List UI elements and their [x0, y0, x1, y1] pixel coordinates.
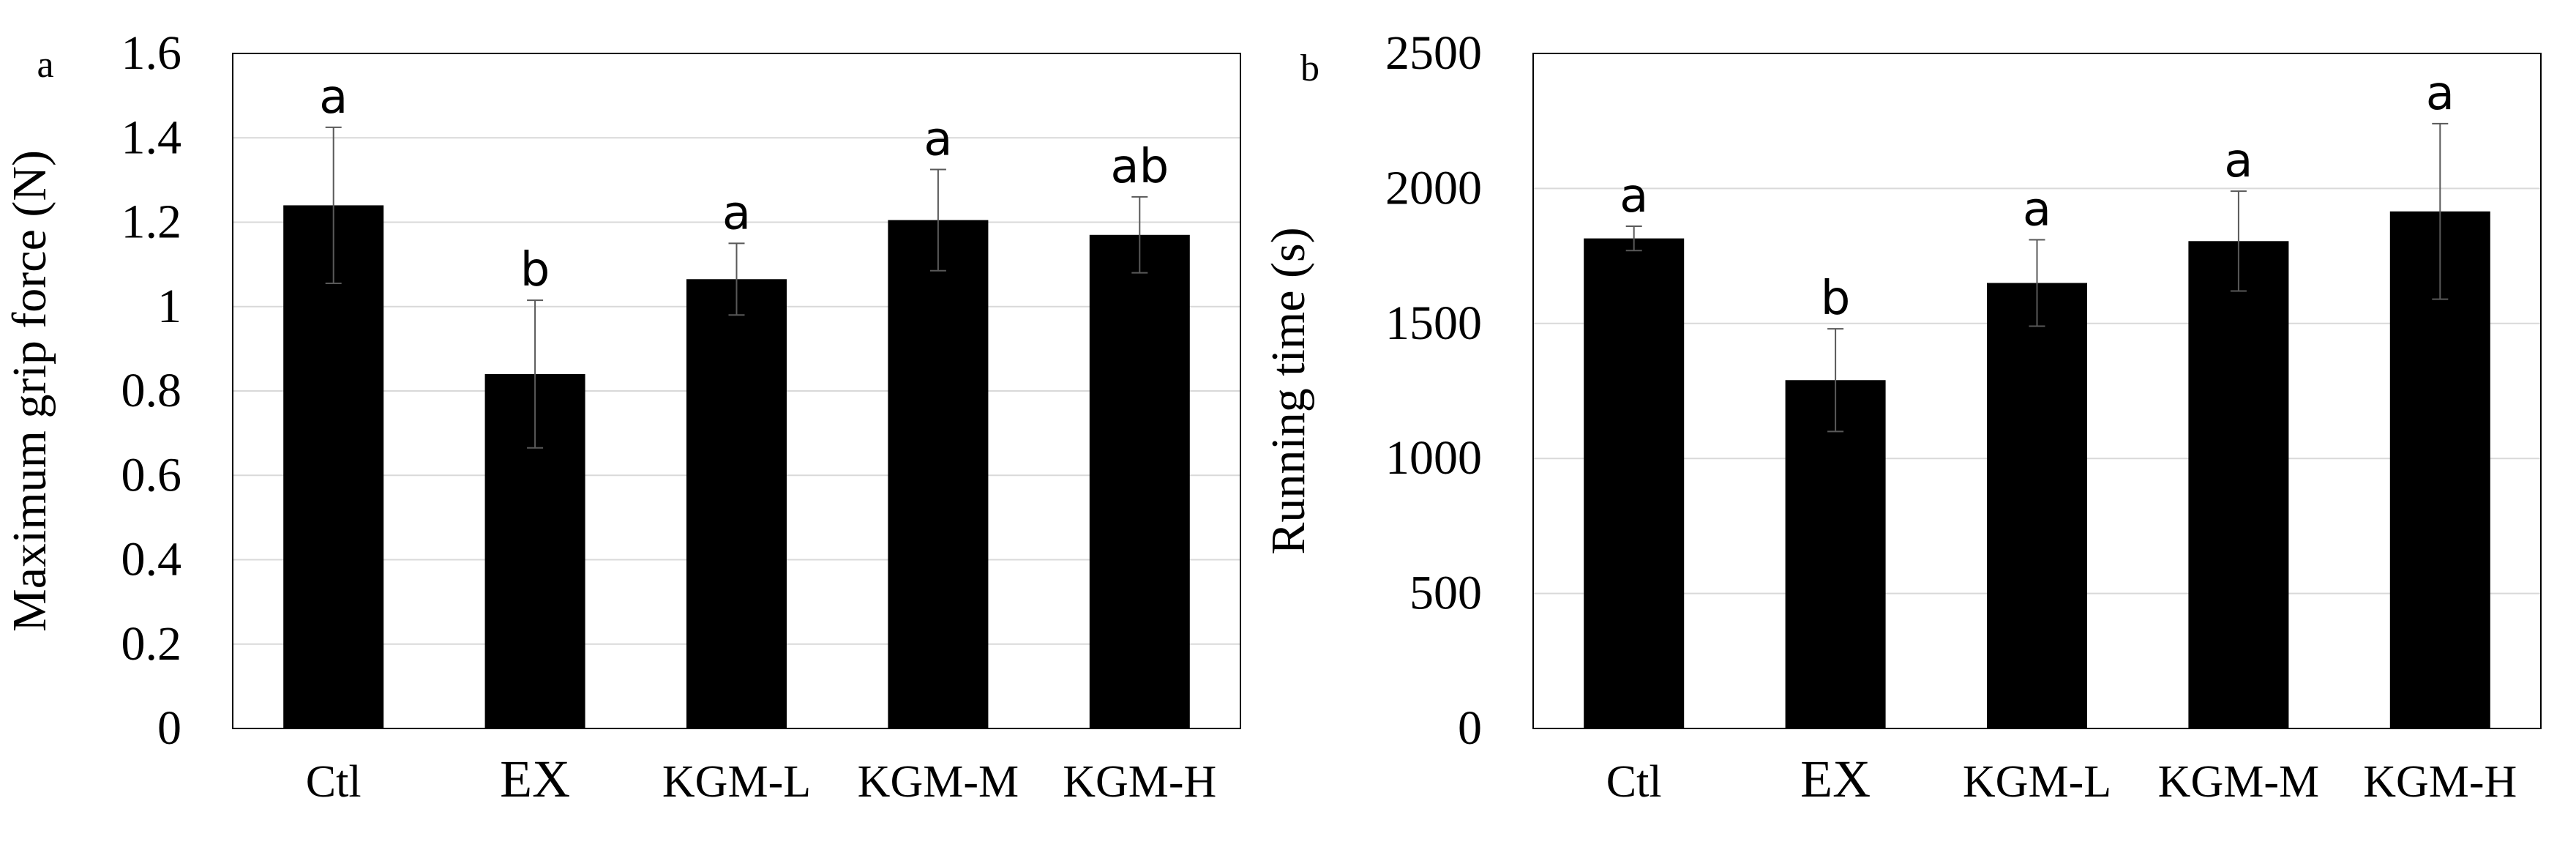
x-category-label: KGM-L	[662, 757, 811, 807]
significance-label: a	[2023, 182, 2051, 236]
panel-label: b	[1300, 48, 1319, 89]
y-tick-label: 0	[1458, 701, 1482, 755]
significance-label: a	[1620, 169, 1648, 223]
chart-panel-b: 0 500 1000 1500 2000 2500 a Ctl b EX a KGM-L a KGM-M a…	[1262, 26, 2542, 808]
bar	[1089, 234, 1190, 729]
y-tick-label: 0.8	[121, 364, 182, 417]
y-tick-label: 1.2	[121, 195, 182, 249]
y-tick-label: 1.4	[121, 111, 182, 164]
panel-label: a	[37, 44, 53, 86]
significance-label: a	[2426, 67, 2455, 121]
significance-label: a	[924, 112, 952, 166]
y-axis-title: Running time (s)	[1262, 227, 1315, 554]
x-category-label: KGM-H	[2363, 757, 2517, 807]
y-tick-label: 0.6	[121, 448, 182, 502]
bar	[283, 205, 384, 728]
y-tick-label: 500	[1409, 567, 1482, 620]
y-tick-label: 0	[157, 701, 181, 755]
significance-label: a	[722, 186, 751, 240]
significance-label: a	[2224, 134, 2253, 188]
bar	[1785, 380, 1886, 728]
y-tick-label: 1	[157, 280, 181, 333]
bar	[1584, 238, 1685, 728]
significance-label: b	[1821, 272, 1851, 326]
significance-label: ab	[1110, 140, 1169, 194]
y-tick-label: 0.2	[121, 617, 182, 671]
bar	[686, 279, 787, 728]
x-category-label: Ctl	[306, 757, 362, 807]
significance-label: b	[520, 243, 550, 297]
y-tick-label: 2500	[1385, 26, 1482, 80]
y-tick-label: 1000	[1385, 431, 1482, 485]
x-category-label: KGM-H	[1063, 757, 1216, 807]
y-axis-title: Maximum grip force (N)	[3, 150, 56, 632]
x-category-label: KGM-M	[858, 757, 1019, 807]
y-tick-label: 1500	[1385, 297, 1482, 350]
y-tick-label: 2000	[1385, 161, 1482, 215]
y-tick-label: 0.4	[121, 533, 182, 586]
x-category-label: KGM-M	[2158, 757, 2319, 807]
x-category-label: KGM-L	[1963, 757, 2111, 807]
x-category-label: Ctl	[1606, 757, 1662, 807]
chart-panel-a: 0 0.2 0.4 0.6 0.8 1 1.2 1.4 1.6 a Ctl b EX a KGM-L a KGM…	[3, 26, 1241, 808]
bar	[1987, 283, 2087, 729]
bar	[888, 220, 989, 728]
bar	[2188, 241, 2289, 728]
x-category-label: EX	[1800, 750, 1871, 808]
significance-label: a	[319, 70, 348, 124]
y-tick-label: 1.6	[121, 26, 182, 80]
x-category-label: EX	[500, 750, 570, 808]
